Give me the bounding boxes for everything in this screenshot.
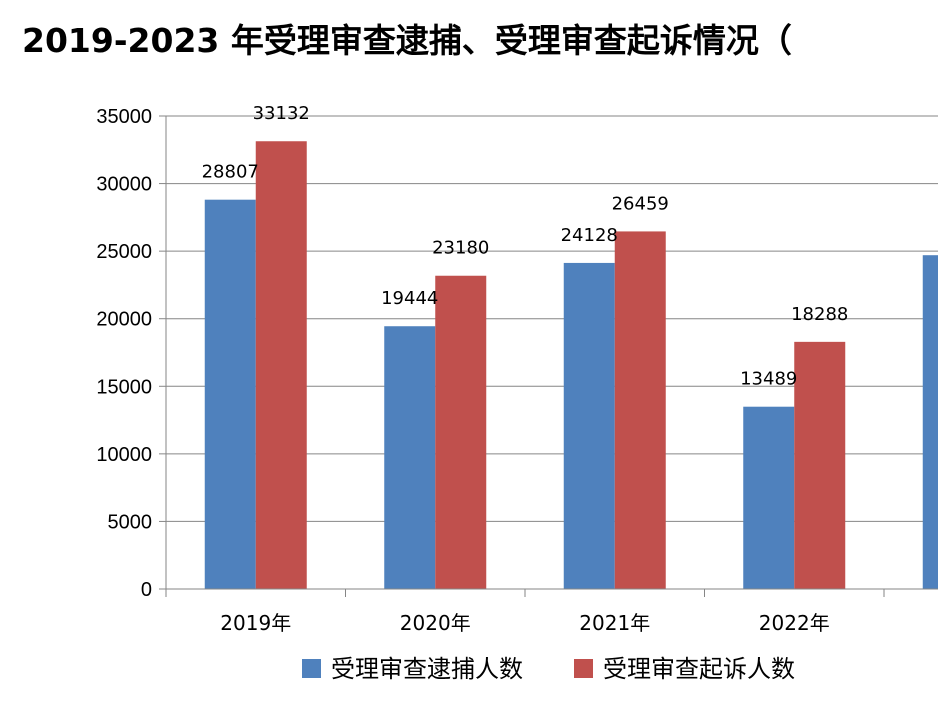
legend-swatch [302,659,321,678]
data-label: 33132 [253,103,310,124]
bars [204,141,938,589]
x-tick-label: 2022年 [759,611,830,635]
y-tick-label: 10000 [96,444,152,466]
data-label: 24128 [561,225,618,246]
bar-arrest [384,326,436,589]
y-tick-label: 35000 [96,106,152,128]
legend-label: 受理审查逮捕人数 [331,655,523,683]
legend-swatch [574,659,593,678]
legend-label: 受理审查起诉人数 [603,655,795,683]
y-tick-label: 20000 [96,309,152,331]
bar-prosecution [255,141,307,589]
x-tick-label: 2020年 [400,611,471,635]
data-label: 13489 [740,369,797,390]
y-tick-label: 25000 [96,241,152,263]
bar-arrest [922,255,938,589]
x-tick-label: 2019年 [220,611,291,635]
bar-arrest [204,199,256,589]
data-label: 18288 [791,304,848,325]
y-tick-label: 30000 [96,174,152,196]
data-label: 23180 [432,238,489,259]
bar-arrest [563,262,615,589]
axes: 0 5000 10000 15000 20000 25000 30000 35000 2019年… [96,106,938,635]
data-label: 24 [937,217,938,238]
data-labels: 28807 33132 19444 23180 24128 26459 13489 18288… [202,103,938,389]
y-tick-label: 15000 [96,376,152,398]
bar-arrest [743,406,795,589]
bar-prosecution [435,275,487,589]
bar-prosecution [794,341,846,589]
data-label: 19444 [381,288,438,309]
y-tick-label: 5000 [108,511,153,533]
data-label: 26459 [612,193,669,214]
x-tick-label: 2021年 [579,611,650,635]
y-tick-label: 0 [141,579,152,601]
bar-prosecution [614,231,666,589]
chart-title: 2019-2023 年受理审查逮捕、受理审查起诉情况（ [22,21,792,60]
legend: 受理审查逮捕人数 受理审查起诉人数 [302,655,795,683]
data-label: 28807 [202,162,259,183]
